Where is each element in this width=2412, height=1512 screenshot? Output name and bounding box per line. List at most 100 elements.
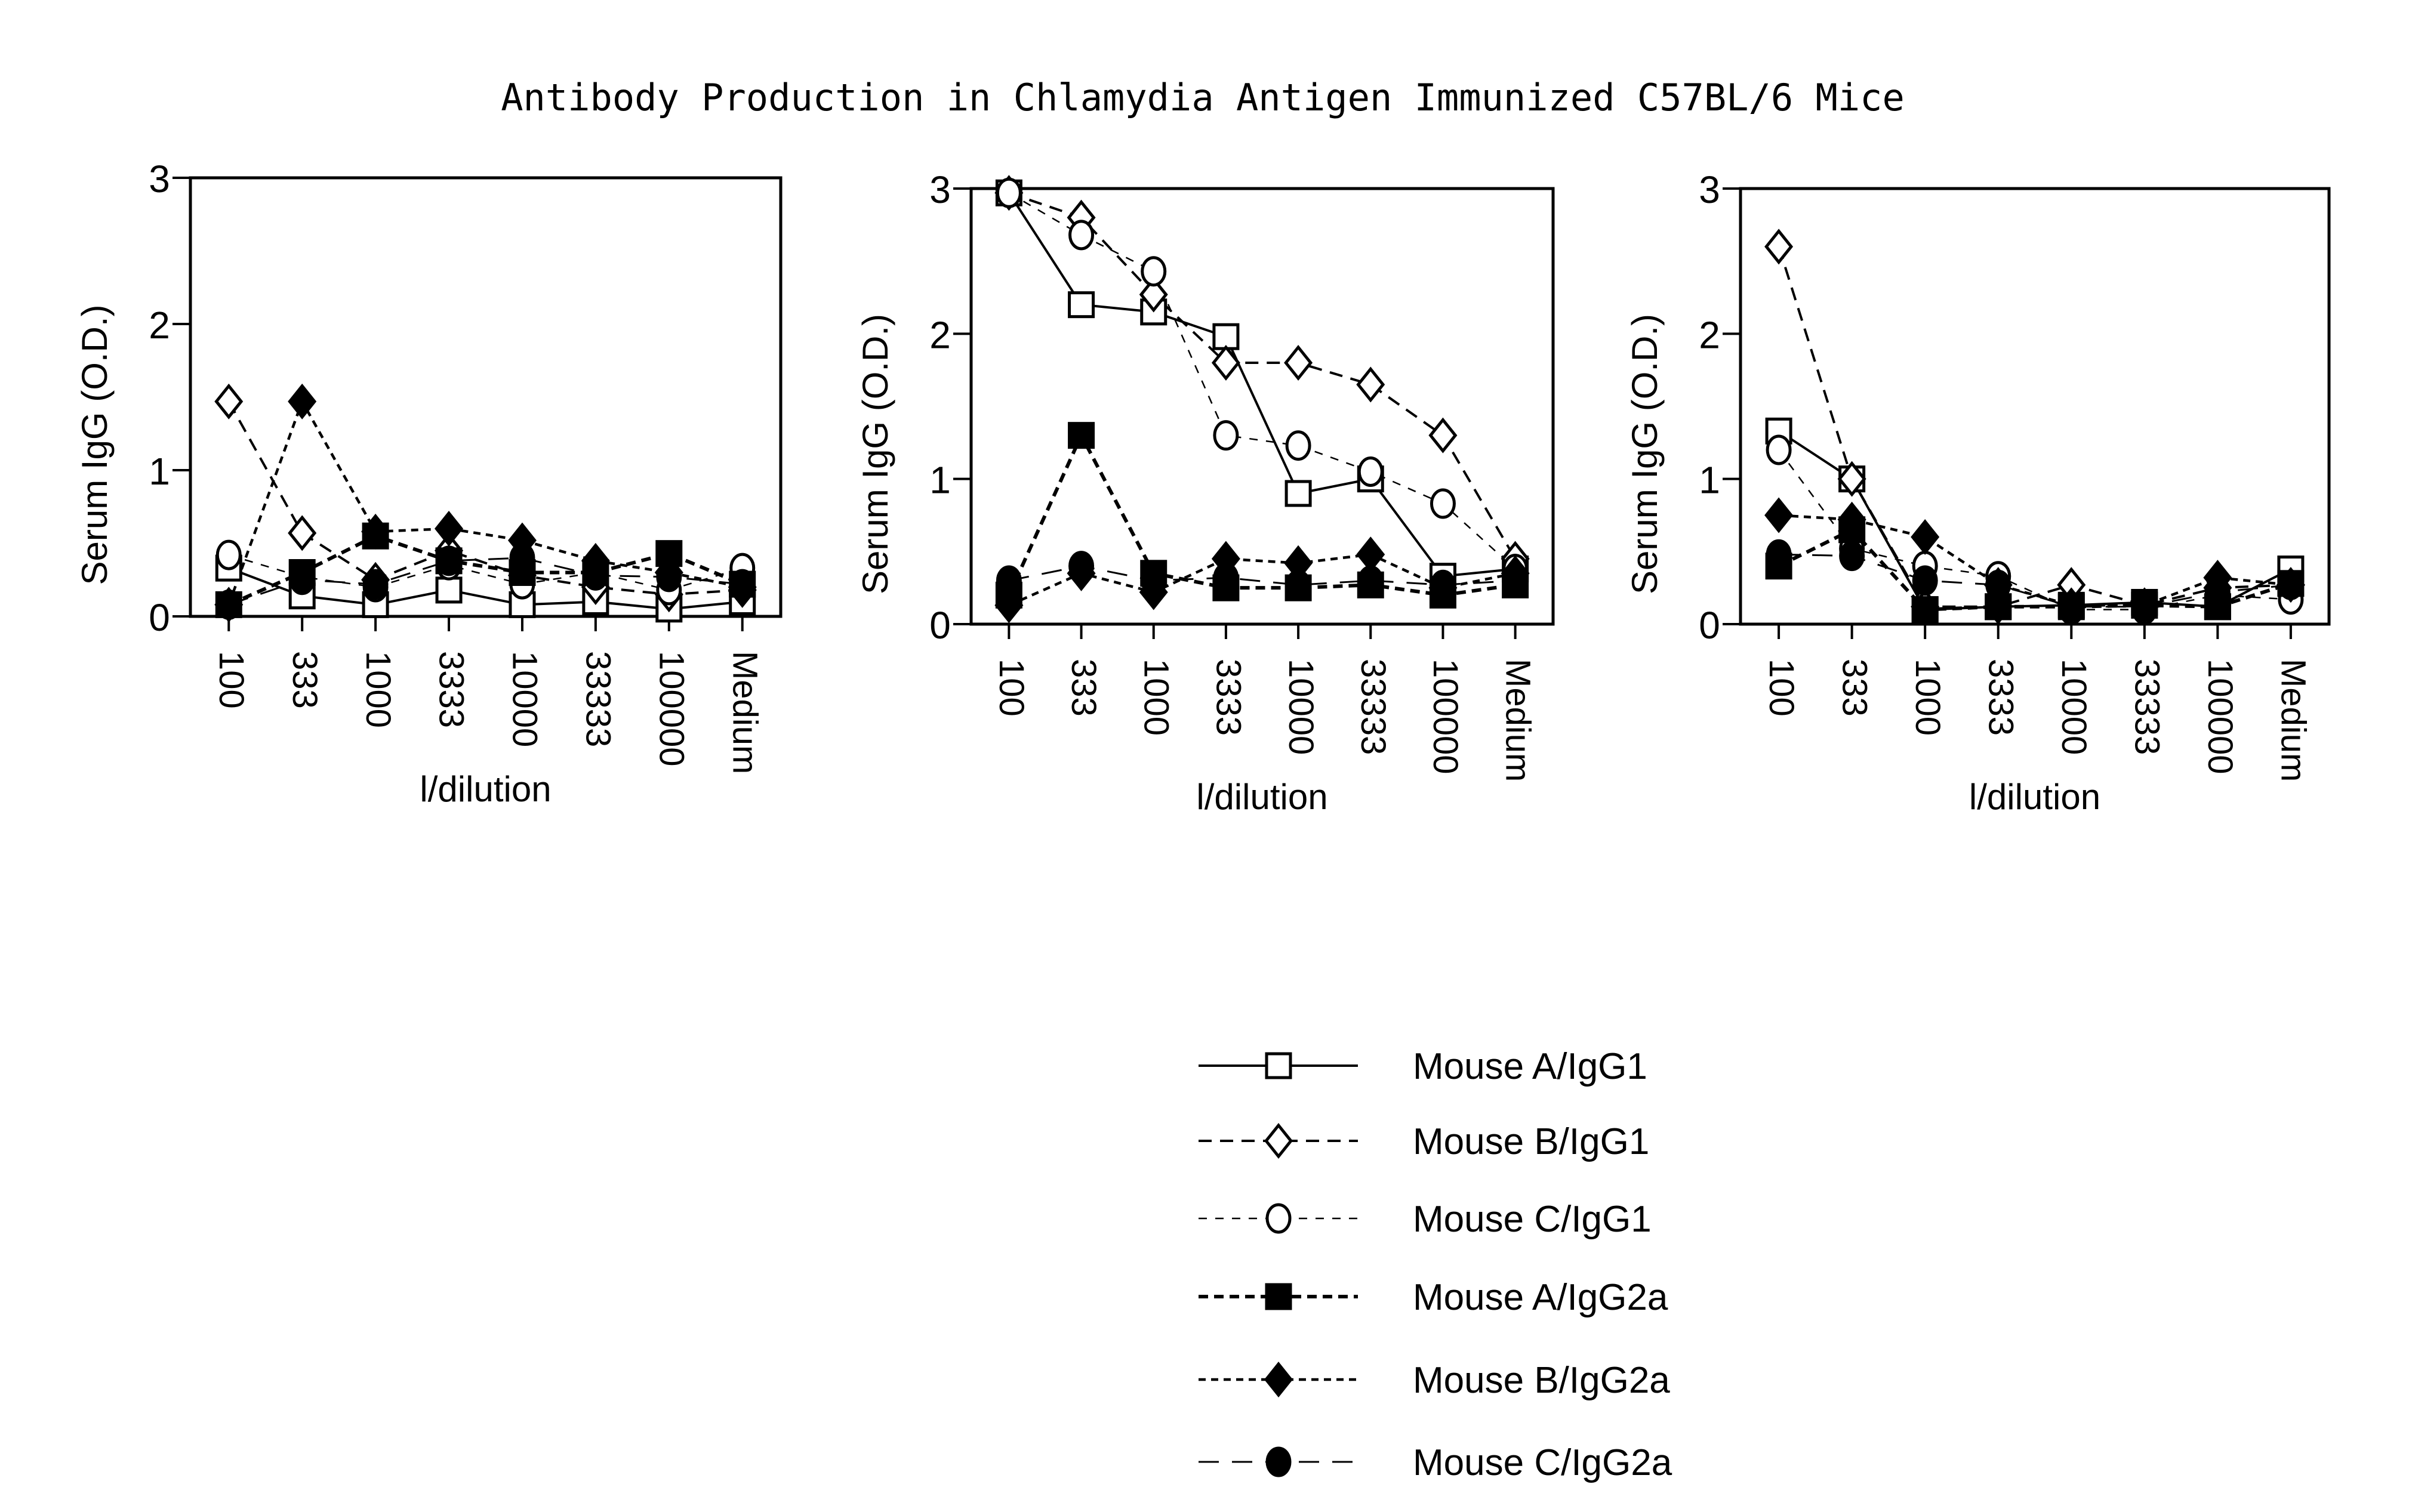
data-point xyxy=(1913,598,1937,622)
data-point xyxy=(1359,458,1382,486)
legend-item: Mouse A/IgG2a xyxy=(1199,1277,1668,1318)
x-tick-label: 10000 xyxy=(506,651,544,747)
data-point xyxy=(289,386,315,417)
plot-frame xyxy=(190,178,781,616)
data-point xyxy=(731,570,754,598)
data-point xyxy=(1766,231,1791,262)
y-tick-label: 3 xyxy=(149,158,170,200)
data-point xyxy=(1841,542,1863,570)
data-point xyxy=(1914,567,1936,594)
data-point xyxy=(217,541,240,569)
data-point xyxy=(216,386,241,417)
x-tick-label: 10000 xyxy=(1282,659,1320,755)
data-point xyxy=(436,513,461,544)
data-point xyxy=(1215,422,1237,449)
data-point xyxy=(1287,571,1310,598)
data-point xyxy=(1431,490,1454,517)
data-point xyxy=(1213,347,1239,378)
data-point xyxy=(289,517,315,548)
data-point xyxy=(1215,564,1237,591)
y-axis-label: Serum IgG (O.D.) xyxy=(1625,314,1665,594)
data-point xyxy=(1766,500,1791,531)
y-tick-label: 1 xyxy=(1699,459,1720,502)
data-point xyxy=(217,591,240,618)
data-point xyxy=(658,563,680,591)
x-tick-label: 100 xyxy=(992,659,1031,717)
legend-label: Mouse B/IgG1 xyxy=(1413,1121,1649,1162)
x-tick-label: 100 xyxy=(212,651,251,709)
data-point xyxy=(1286,347,1311,378)
plot-frame xyxy=(971,189,1553,624)
x-tick-label: 333 xyxy=(1064,659,1103,717)
x-axis-label: l/dilution xyxy=(1196,777,1327,817)
y-axis-label: Serum IgG (O.D.) xyxy=(75,304,115,585)
x-tick-label: Medium xyxy=(1498,659,1537,782)
legend-marker-icon xyxy=(1266,1364,1291,1395)
data-point xyxy=(1431,420,1456,451)
y-tick-label: 0 xyxy=(1699,604,1720,647)
data-point xyxy=(2133,593,2156,621)
chart-panel-2: 0123Serum IgG (O.D.)10033310003333100003… xyxy=(855,168,1553,817)
data-point xyxy=(1767,541,1790,568)
legend-label: Mouse B/IgG2a xyxy=(1413,1360,1670,1401)
data-point xyxy=(437,578,461,602)
x-tick-label: 100000 xyxy=(2201,659,2240,774)
data-point xyxy=(1912,522,1937,553)
x-tick-label: 333 xyxy=(285,651,324,709)
x-axis-label: l/dilution xyxy=(420,769,551,809)
y-tick-label: 2 xyxy=(149,304,170,347)
x-tick-label: Medium xyxy=(2274,659,2313,782)
legend-marker-icon xyxy=(1266,1125,1291,1156)
data-point xyxy=(1431,571,1454,598)
legend-marker-icon xyxy=(1267,1205,1290,1232)
data-point xyxy=(1070,424,1093,448)
data-point xyxy=(1070,293,1093,317)
legend-marker-icon xyxy=(1267,1054,1290,1078)
y-tick-label: 0 xyxy=(929,604,951,647)
data-point xyxy=(2206,578,2229,606)
data-point xyxy=(438,547,460,575)
chart-title: Antibody Production in Chlamydia Antigen… xyxy=(501,76,1905,119)
y-axis-label: Serum IgG (O.D.) xyxy=(855,314,895,594)
data-point xyxy=(1142,258,1165,285)
x-tick-label: 1000 xyxy=(1136,659,1175,736)
x-tick-label: 33333 xyxy=(579,651,618,747)
data-point xyxy=(1987,571,2010,598)
x-tick-label: 100000 xyxy=(652,651,691,767)
y-tick-label: 2 xyxy=(1699,313,1720,356)
data-point xyxy=(1142,567,1165,594)
legend-item: Mouse B/IgG2a xyxy=(1199,1360,1670,1401)
x-tick-label: Medium xyxy=(725,651,764,774)
legend-label: Mouse C/IgG1 xyxy=(1413,1199,1652,1240)
chart-panel-3: 0123Serum IgG (O.D.)10033310003333100003… xyxy=(1625,168,2329,817)
data-point xyxy=(1359,567,1382,594)
y-tick-label: 1 xyxy=(929,459,951,502)
data-point xyxy=(1286,482,1310,505)
data-point xyxy=(997,567,1020,594)
data-point xyxy=(511,544,534,572)
data-point xyxy=(291,566,313,594)
y-tick-label: 3 xyxy=(1699,168,1720,211)
series-line xyxy=(1009,193,1515,576)
chart-panel-1: 0123Serum IgG (O.D.)10033310003333100003… xyxy=(75,158,781,809)
x-tick-label: 1000 xyxy=(1908,659,1947,736)
x-tick-label: 333 xyxy=(1835,659,1874,717)
data-point xyxy=(2060,593,2083,621)
legend-item: Mouse A/IgG1 xyxy=(1199,1046,1647,1087)
x-axis-label: l/dilution xyxy=(1969,777,2100,817)
x-tick-label: 3333 xyxy=(1209,659,1248,736)
data-point xyxy=(1358,369,1383,400)
y-tick-label: 0 xyxy=(149,596,170,639)
data-point xyxy=(1287,432,1310,459)
data-point xyxy=(997,179,1020,206)
x-tick-label: 33333 xyxy=(2127,659,2166,755)
plot-frame xyxy=(1741,189,2329,624)
data-point xyxy=(1070,221,1093,249)
x-tick-label: 1000 xyxy=(359,651,398,728)
data-point xyxy=(1767,436,1790,464)
legend-item: Mouse C/IgG2a xyxy=(1199,1442,1672,1483)
y-tick-label: 2 xyxy=(929,313,951,356)
legend-item: Mouse B/IgG1 xyxy=(1199,1121,1649,1162)
data-point xyxy=(1358,539,1383,570)
